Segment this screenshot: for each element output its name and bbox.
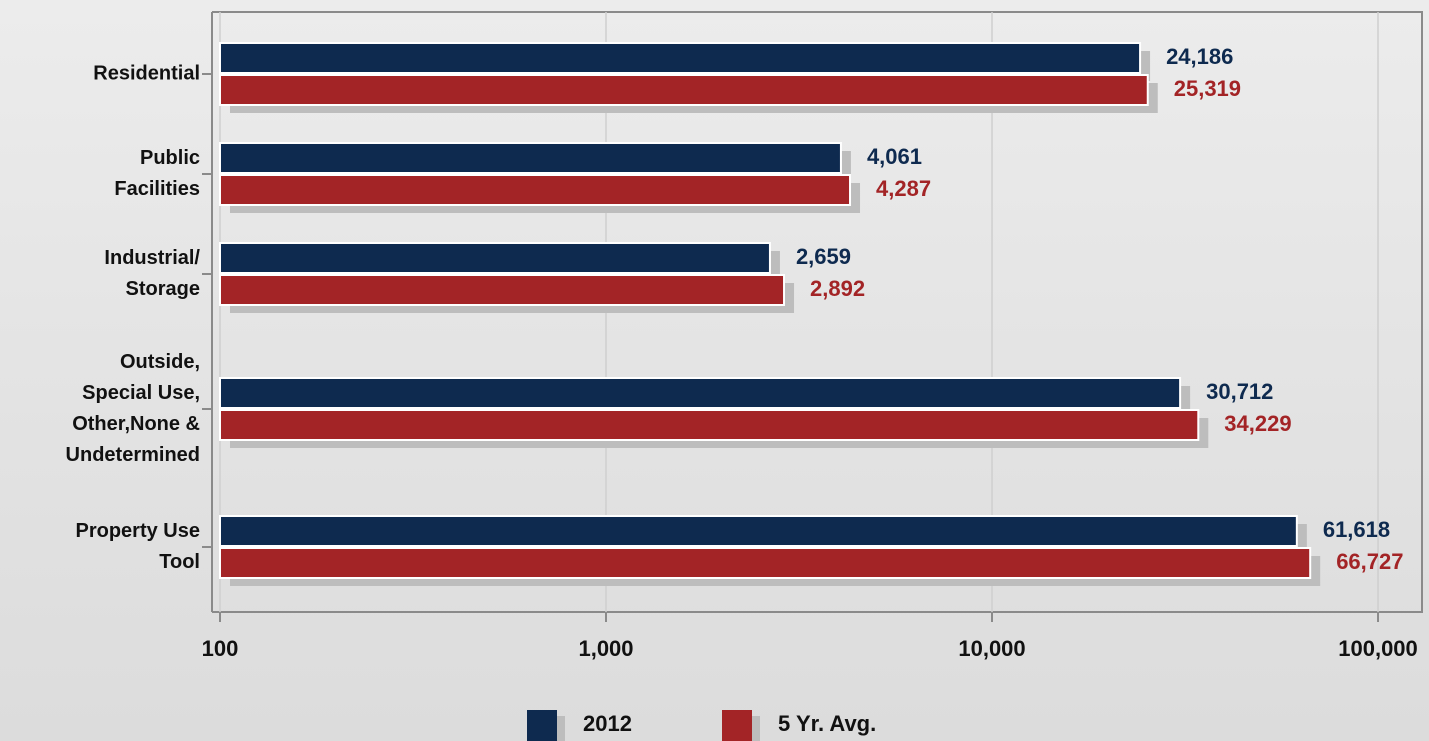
legend-swatch bbox=[527, 710, 557, 741]
bar bbox=[219, 547, 1312, 579]
legend-label: 5 Yr. Avg. bbox=[778, 711, 876, 736]
y-tick-label: Undetermined bbox=[66, 444, 200, 466]
legend-label: 2012 bbox=[583, 711, 632, 736]
plot-frame bbox=[212, 11, 1423, 613]
y-tick-label: Tool bbox=[159, 551, 200, 573]
legend-swatch bbox=[722, 710, 752, 741]
bar bbox=[219, 274, 786, 306]
value-label: 66,727 bbox=[1336, 549, 1403, 574]
x-tick-label: 1,000 bbox=[578, 636, 633, 661]
bar bbox=[219, 174, 852, 206]
value-label: 30,712 bbox=[1206, 379, 1273, 404]
bar bbox=[219, 377, 1182, 409]
y-tick-label: Storage bbox=[126, 278, 200, 300]
y-tick-label: Facilities bbox=[114, 178, 200, 200]
bar bbox=[219, 74, 1149, 106]
bar bbox=[219, 142, 842, 174]
x-tick-label: 10,000 bbox=[958, 636, 1025, 661]
value-label: 2,892 bbox=[810, 276, 865, 301]
y-tick-label: Industrial/ bbox=[104, 247, 200, 269]
value-label: 24,186 bbox=[1166, 44, 1233, 69]
value-label: 2,659 bbox=[796, 244, 851, 269]
y-tick-label: Residential bbox=[93, 62, 200, 84]
x-tick-label: 100,000 bbox=[1338, 636, 1418, 661]
y-tick-label: Property Use bbox=[76, 520, 201, 542]
x-tick-label: 100 bbox=[202, 636, 239, 661]
value-label: 4,287 bbox=[876, 176, 931, 201]
value-label: 25,319 bbox=[1174, 76, 1241, 101]
value-label: 34,229 bbox=[1224, 411, 1291, 436]
y-tick-label: Public bbox=[140, 147, 200, 169]
y-tick-label: Special Use, bbox=[82, 382, 200, 404]
value-label: 4,061 bbox=[867, 144, 922, 169]
value-label: 61,618 bbox=[1323, 517, 1390, 542]
bar bbox=[219, 515, 1298, 547]
bar bbox=[219, 42, 1142, 74]
bar bbox=[219, 409, 1200, 441]
y-tick-label: Other,None & bbox=[72, 413, 200, 435]
bar bbox=[219, 242, 771, 274]
y-tick-label: Outside, bbox=[120, 351, 200, 373]
